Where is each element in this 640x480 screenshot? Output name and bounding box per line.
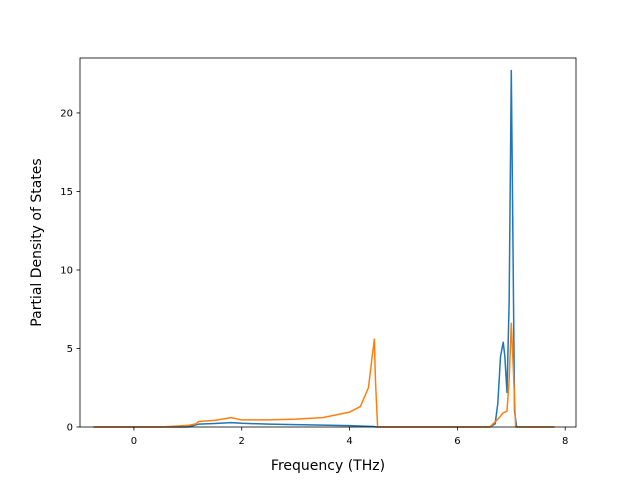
y-tick-label: 10: [60, 265, 73, 276]
series-line-2: [93, 322, 555, 428]
y-tick-label: 15: [60, 187, 73, 198]
y-axis: 0 5 10 15 20: [60, 108, 80, 434]
x-axis: 0 2 4 6 8: [131, 427, 568, 447]
x-tick-label: 2: [239, 436, 245, 447]
x-tick-label: 8: [562, 436, 568, 447]
x-tick-label: 6: [454, 436, 460, 447]
x-axis-label: Frequency (THz): [271, 458, 385, 474]
y-tick-label: 20: [60, 108, 73, 119]
plot-frame: [79, 57, 577, 428]
x-tick-label: 0: [131, 436, 137, 447]
x-tick-label: 4: [346, 436, 352, 447]
y-tick-label: 5: [67, 344, 73, 355]
y-tick-label: 0: [67, 423, 73, 434]
y-axis-label: Partial Density of States: [29, 158, 45, 326]
